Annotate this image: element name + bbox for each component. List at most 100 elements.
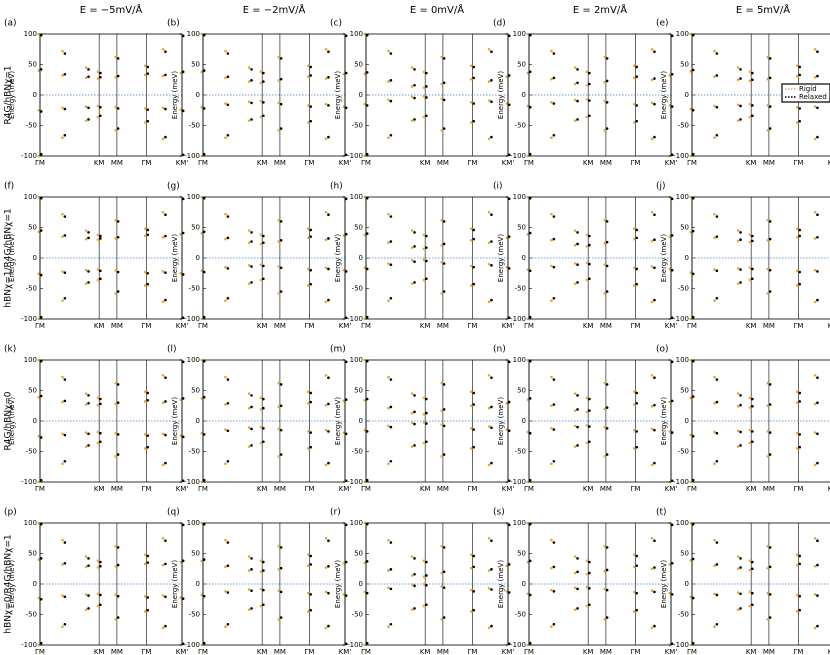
band-point (116, 563, 120, 567)
band-point (87, 68, 90, 71)
band-point (63, 459, 67, 463)
band-point (96, 77, 100, 80)
band-point (250, 101, 253, 105)
band-point (84, 555, 88, 558)
band-point (250, 118, 253, 121)
band-point (550, 427, 553, 430)
band-point (766, 566, 770, 570)
band-point (576, 281, 579, 284)
band-point (164, 107, 167, 111)
band-point (250, 557, 253, 560)
band-point (262, 114, 265, 118)
band-point (588, 409, 591, 412)
band-point (365, 33, 369, 37)
band-point (39, 33, 43, 37)
band-point (413, 572, 416, 576)
band-point (689, 480, 693, 484)
band-point (146, 228, 149, 232)
x-tick-label: KM (94, 322, 105, 330)
band-point (440, 82, 444, 86)
band-point (798, 234, 801, 238)
band-point (181, 435, 185, 439)
band-point (277, 292, 281, 295)
band-point (715, 235, 719, 238)
band-point (389, 568, 393, 571)
band-point (635, 104, 638, 107)
band-point (324, 626, 328, 630)
band-point (573, 586, 577, 589)
band-point (766, 104, 770, 107)
band-point (363, 195, 367, 199)
band-point (796, 593, 799, 597)
band-point (84, 593, 88, 596)
y-tick-label: 100 (24, 356, 37, 364)
x-tick-label: MM (111, 485, 123, 493)
band-point (327, 237, 330, 240)
band-point (490, 298, 493, 302)
band-point (507, 267, 511, 270)
x-tick-label: ΓM (361, 322, 371, 330)
band-point (279, 290, 283, 293)
band-point (344, 106, 348, 110)
band-point (550, 538, 553, 542)
band-point (736, 267, 740, 270)
band-point (327, 135, 330, 139)
row-label: R4G/hBNχ=1 (4, 65, 14, 124)
band-point (327, 624, 330, 628)
x-tick-label: ΓM (468, 322, 478, 330)
band-point (715, 133, 719, 137)
band-point (422, 86, 426, 89)
band-point (410, 85, 414, 88)
band-point (472, 590, 476, 593)
band-point (442, 586, 446, 589)
band-point (277, 101, 281, 105)
band-point (713, 538, 716, 542)
band-point (751, 234, 754, 238)
y-axis-label: Energy (meV) (660, 560, 668, 608)
band-point (487, 373, 491, 377)
band-point (507, 479, 511, 483)
band-point (739, 68, 742, 71)
band-point (161, 463, 165, 467)
band-point (573, 66, 577, 69)
band-point (327, 104, 330, 107)
band-point (736, 445, 740, 448)
band-point (605, 588, 609, 592)
band-point (505, 102, 509, 105)
band-point (63, 433, 67, 437)
band-point (605, 240, 609, 244)
band-point (247, 282, 251, 285)
band-point (736, 405, 740, 408)
band-point (365, 359, 369, 363)
band-point (200, 480, 204, 484)
y-axis-label: Energy (meV) (171, 71, 179, 119)
band-point (161, 235, 165, 239)
y-tick-label: -100 (347, 478, 363, 486)
band-point (200, 397, 204, 400)
band-point (259, 441, 263, 445)
band-point (309, 268, 313, 272)
y-tick-label: -50 (26, 122, 37, 130)
band-point (573, 445, 577, 448)
band-point (181, 153, 185, 157)
x-tick-label: ΓM (361, 159, 371, 167)
band-point (61, 106, 64, 110)
band-point (161, 47, 165, 51)
band-point (796, 431, 799, 435)
band-point (816, 539, 819, 542)
panel-title: (r) (330, 508, 341, 518)
band-point (605, 383, 609, 386)
band-point (585, 97, 589, 101)
y-tick-label: -50 (678, 285, 689, 293)
band-point (262, 277, 265, 281)
band-point (224, 212, 227, 216)
band-point (470, 553, 473, 557)
band-point (342, 431, 346, 434)
y-tick-label: 0 (33, 417, 37, 425)
band-point (200, 269, 204, 273)
band-point (422, 559, 426, 563)
y-axis-label: Energy (meV) (171, 234, 179, 282)
band-point (670, 234, 674, 237)
band-point (736, 392, 740, 395)
band-point (739, 557, 742, 560)
